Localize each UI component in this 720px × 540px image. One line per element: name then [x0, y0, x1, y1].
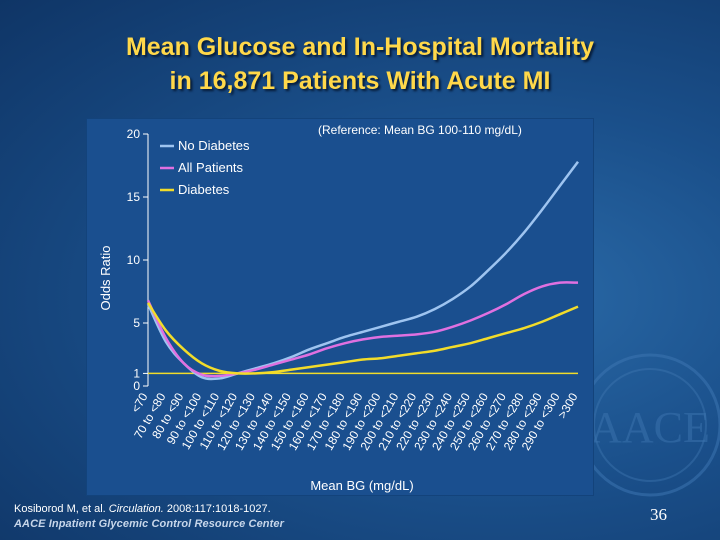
title-line-2: in 16,871 Patients With Acute MI: [169, 67, 551, 95]
chart-panel: [86, 118, 594, 496]
y-tick-label: 10: [127, 253, 141, 267]
slide-title: Mean Glucose and In-Hospital Mortality i…: [0, 30, 720, 98]
footer-label: AACE Inpatient Glycemic Control Resource…: [14, 518, 284, 530]
legend-label-all-patients: All Patients: [178, 160, 244, 175]
series-line-no-diabetes: [146, 160, 580, 381]
y-tick-label: 15: [127, 190, 141, 204]
citation-authors: Kosiborod M, et al.: [14, 503, 106, 515]
page-number: 36: [650, 505, 667, 524]
reference-note: (Reference: Mean BG 100-110 mg/dL): [318, 123, 522, 137]
citation-journal: Circulation.: [108, 503, 164, 515]
y-axis-label: Odds Ratio: [98, 245, 113, 310]
y-tick-label: 1: [133, 366, 140, 380]
aace-seal-watermark: AACE: [578, 353, 720, 497]
x-axis-label: Mean BG (mg/dL): [310, 478, 413, 493]
legend-label-no-diabetes: No Diabetes: [178, 138, 250, 153]
x-tick-label: >300: [555, 390, 581, 421]
legend-label-diabetes: Diabetes: [178, 182, 230, 197]
watermark-text: AACE: [590, 403, 710, 452]
series-line-diabetes: [146, 302, 579, 375]
citation: Kosiborod M, et al. Circulation. 2008:11…: [14, 503, 271, 515]
y-tick-label: 0: [133, 379, 140, 393]
citation-details: 2008:117:1018-1027.: [166, 503, 271, 515]
y-tick-label: 20: [127, 127, 141, 141]
title-line-1: Mean Glucose and In-Hospital Mortality: [125, 33, 595, 61]
series-line-all-patients: [146, 281, 579, 378]
y-tick-label: 5: [133, 316, 140, 330]
